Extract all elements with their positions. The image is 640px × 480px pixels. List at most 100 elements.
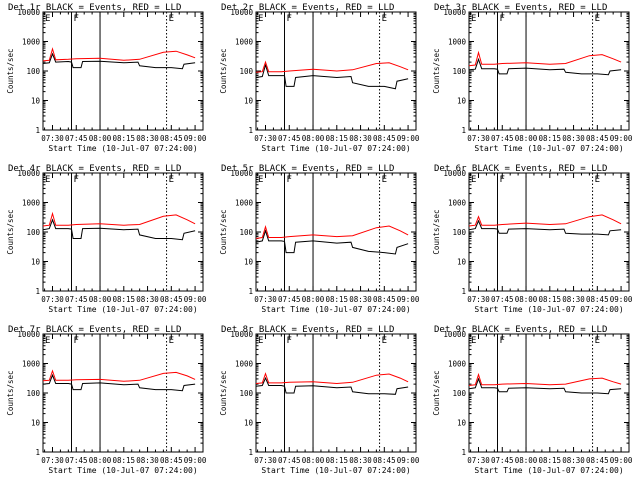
y-tick-label: 1 xyxy=(35,448,40,457)
y-tick-label: 1 xyxy=(461,287,466,296)
y-tick-label: 100 xyxy=(239,67,253,76)
x-tick-label: 07:45 xyxy=(491,456,514,465)
x-tick-label: 08:45 xyxy=(160,456,183,465)
y-axis-label: Counts/sec xyxy=(219,48,228,93)
event-marker-label: E xyxy=(258,14,263,24)
series-line-lld xyxy=(468,50,622,67)
event-marker-label: F xyxy=(74,175,79,185)
series-line-events xyxy=(468,57,622,76)
y-tick-label: 10000 xyxy=(230,169,253,178)
x-axis-label: Start Time (10-Jul-07 07:24:00) xyxy=(261,144,410,153)
x-tick-label: 07:45 xyxy=(278,456,301,465)
series-line-lld xyxy=(255,60,409,73)
y-tick-label: 100 xyxy=(452,389,466,398)
y-axis-label: Counts/sec xyxy=(6,48,15,93)
x-tick-label: 08:00 xyxy=(89,456,112,465)
y-tick-label: 10000 xyxy=(230,8,253,17)
event-marker-label: E xyxy=(258,175,263,185)
x-tick-label: 08:45 xyxy=(160,134,183,143)
y-tick-label: 100 xyxy=(26,389,40,398)
x-axis-label: Start Time (10-Jul-07 07:24:00) xyxy=(48,144,197,153)
panel-title: Det 7r BLACK = Events, RED = LLD xyxy=(8,325,181,335)
x-tick-label: 08:15 xyxy=(539,456,562,465)
x-tick-label: 07:30 xyxy=(467,456,490,465)
x-tick-label: 09:00 xyxy=(397,295,420,304)
panel-det-9: Det 9r BLACK = Events, RED = LLD 1 10 100 10… xyxy=(432,325,633,475)
event-marker-label: E xyxy=(471,14,476,24)
x-tick-label: 07:30 xyxy=(41,456,64,465)
y-tick-label: 1000 xyxy=(22,199,41,208)
x-tick-label: 08:45 xyxy=(160,295,183,304)
panel-det-2: Det 2r BLACK = Events, RED = LLD 1 10 100 10… xyxy=(219,3,420,153)
panel-det-1: Det 1r BLACK = Events, RED = LLD 1 10 100 10… xyxy=(6,3,207,153)
y-tick-label: 10000 xyxy=(230,330,253,339)
y-tick-label: 100 xyxy=(26,67,40,76)
series-line-events xyxy=(42,373,196,392)
y-axis-label: Counts/sec xyxy=(219,209,228,254)
event-marker-label: E xyxy=(595,14,600,24)
series-line-lld xyxy=(42,47,196,62)
panel-title: Det 5r BLACK = Events, RED = LLD xyxy=(221,164,394,174)
series-line-events xyxy=(468,377,622,395)
x-tick-label: 08:00 xyxy=(515,295,538,304)
x-tick-label: 07:45 xyxy=(65,295,88,304)
event-marker-label: E xyxy=(471,175,476,185)
y-tick-label: 1000 xyxy=(448,38,467,47)
panel-title: Det 2r BLACK = Events, RED = LLD xyxy=(221,3,394,13)
panel-det-4: Det 4r BLACK = Events, RED = LLD 1 10 100 10… xyxy=(6,164,207,314)
x-tick-label: 08:30 xyxy=(562,295,585,304)
x-tick-label: 07:30 xyxy=(467,295,490,304)
x-tick-label: 08:15 xyxy=(539,295,562,304)
x-tick-label: 07:45 xyxy=(65,134,88,143)
x-tick-label: 09:00 xyxy=(184,295,207,304)
x-tick-label: 09:00 xyxy=(184,456,207,465)
series-line-lld xyxy=(42,369,196,382)
y-tick-label: 1 xyxy=(35,287,40,296)
x-tick-label: 08:00 xyxy=(515,456,538,465)
x-tick-label: 09:00 xyxy=(610,456,633,465)
x-tick-label: 07:30 xyxy=(41,134,64,143)
series-line-events xyxy=(255,376,409,395)
x-tick-label: 08:45 xyxy=(586,134,609,143)
plot-frame xyxy=(42,172,204,292)
x-tick-label: 08:15 xyxy=(326,134,349,143)
x-tick-label: 08:00 xyxy=(89,295,112,304)
x-tick-label: 08:15 xyxy=(113,134,136,143)
event-marker-label: E xyxy=(45,14,50,24)
x-tick-label: 07:45 xyxy=(491,295,514,304)
y-tick-label: 10000 xyxy=(17,330,40,339)
event-marker-label: E xyxy=(595,175,600,185)
event-marker-label: F xyxy=(74,336,79,346)
event-marker-label: F xyxy=(287,175,292,185)
panel-title: Det 8r BLACK = Events, RED = LLD xyxy=(221,325,394,335)
x-tick-label: 09:00 xyxy=(610,295,633,304)
y-tick-label: 1000 xyxy=(235,199,254,208)
y-tick-label: 1 xyxy=(248,126,253,135)
plot-frame xyxy=(255,333,417,453)
x-tick-label: 08:30 xyxy=(349,134,372,143)
y-tick-label: 10 xyxy=(244,97,254,106)
event-marker-label: F xyxy=(500,175,505,185)
x-axis-label: Start Time (10-Jul-07 07:24:00) xyxy=(48,305,197,314)
series-line-events xyxy=(255,229,409,255)
y-tick-label: 1 xyxy=(461,448,466,457)
x-tick-label: 07:30 xyxy=(254,134,277,143)
panel-title: Det 9r BLACK = Events, RED = LLD xyxy=(434,325,607,335)
y-tick-label: 1 xyxy=(461,126,466,135)
x-axis-label: Start Time (10-Jul-07 07:24:00) xyxy=(474,466,623,475)
x-tick-label: 08:15 xyxy=(326,295,349,304)
panel-det-8: Det 8r BLACK = Events, RED = LLD 1 10 100 10… xyxy=(219,325,420,475)
y-tick-label: 1 xyxy=(248,448,253,457)
x-tick-label: 07:45 xyxy=(491,134,514,143)
series-line-lld xyxy=(255,372,409,385)
series-line-lld xyxy=(468,214,622,227)
plot-frame xyxy=(468,172,630,292)
event-marker-label: E xyxy=(169,14,174,24)
x-tick-label: 07:30 xyxy=(254,295,277,304)
plot-frame xyxy=(255,172,417,292)
x-tick-label: 08:30 xyxy=(562,134,585,143)
x-tick-label: 07:45 xyxy=(278,134,301,143)
x-tick-label: 08:15 xyxy=(539,134,562,143)
event-marker-label: E xyxy=(169,336,174,346)
